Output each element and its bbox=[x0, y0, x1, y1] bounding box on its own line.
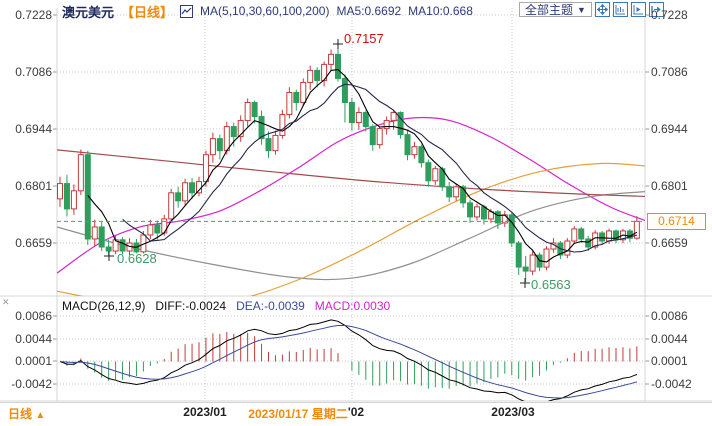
period-selector-label: 日线 bbox=[8, 407, 33, 421]
macd-axis-label-left: 0.0086 bbox=[15, 309, 52, 323]
macd-axis-label-left: -0.0042 bbox=[11, 377, 52, 391]
low-price-annotation-1: 0.6628 bbox=[117, 251, 157, 266]
macd-macd-value: MACD:0.0030 bbox=[314, 299, 391, 313]
symbol-name: 澳元美元 bbox=[62, 4, 115, 20]
triangle-up-icon: ▲ bbox=[35, 410, 46, 421]
macd-axis-label-left: 0.0001 bbox=[15, 354, 52, 368]
fit-width-icon[interactable] bbox=[612, 2, 628, 17]
time-axis-label: '02 bbox=[347, 405, 365, 419]
themes-dropdown-label: 全部主题 bbox=[525, 3, 574, 17]
crosshair-date-label: 2023/01/17 星期二 bbox=[248, 405, 348, 422]
high-price-annotation: 0.7157 bbox=[344, 31, 384, 46]
macd-axis-label-right: 0.0044 bbox=[651, 332, 688, 346]
price-axis-label-right: 0.6659 bbox=[651, 236, 688, 250]
period-selector[interactable]: 日线 ▲ bbox=[8, 405, 45, 422]
price-axis-label-left: 0.7086 bbox=[15, 65, 52, 79]
price-axis-label-right: 0.7228 bbox=[651, 8, 688, 22]
price-axis-label-left: 0.6659 bbox=[15, 236, 52, 250]
line-chart-icon bbox=[180, 4, 194, 18]
macd-collapse-icon[interactable]: ✕ bbox=[2, 297, 10, 307]
ma-settings-label: MA(5,10,30,60,100,200) bbox=[200, 4, 330, 18]
price-axis-label-left: 0.6801 bbox=[15, 179, 52, 193]
ma5-value: MA5:0.6692 bbox=[336, 4, 402, 18]
themes-dropdown[interactable]: 全部主题 ▼ bbox=[519, 2, 592, 17]
price-axis-label-right: 0.6801 bbox=[651, 179, 688, 193]
macd-axis-label-left: 0.0044 bbox=[15, 332, 52, 346]
macd-dea-value: DEA:-0.0039 bbox=[236, 299, 305, 313]
price-axis-label-right: 0.6944 bbox=[651, 122, 688, 136]
price-axis-label-right: 0.7086 bbox=[651, 65, 688, 79]
macd-diff-value: DIFF:-0.0024 bbox=[155, 299, 227, 313]
macd-title: MACD(26,12,9) bbox=[62, 299, 146, 313]
chart-header: 澳元美元 【日线】 MA(5,10,30,60,100,200) MA5:0.6… bbox=[62, 3, 473, 20]
macd-axis-label-right: 0.0086 bbox=[651, 309, 688, 323]
chevron-down-icon: ▼ bbox=[577, 4, 586, 15]
jump-to-latest-icon[interactable] bbox=[648, 2, 664, 17]
chart-toolbar: 全部主题 ▼ bbox=[519, 2, 664, 17]
time-axis-label: 2023/01 bbox=[183, 405, 227, 419]
ma10-value: MA10:0.668 bbox=[408, 4, 473, 18]
macd-axis-label-right: -0.0042 bbox=[651, 377, 692, 391]
crosshair-move-icon[interactable] bbox=[594, 2, 610, 17]
time-axis-label: 2023/03 bbox=[491, 405, 535, 419]
period-tag: 【日线】 bbox=[121, 4, 174, 20]
macd-axis-label-right: 0.0001 bbox=[651, 354, 688, 368]
macd-header: MACD(26,12,9) DIFF:-0.0024 DEA:-0.0039 M… bbox=[62, 299, 390, 313]
time-axis-bar bbox=[0, 402, 712, 426]
current-price-tag: 0.6714 bbox=[647, 213, 706, 230]
price-axis-label-left: 0.6944 bbox=[15, 122, 52, 136]
play-forward-icon[interactable] bbox=[630, 2, 646, 17]
low-price-annotation-2: 0.6563 bbox=[531, 277, 571, 292]
price-axis-label-left: 0.7228 bbox=[15, 8, 52, 22]
